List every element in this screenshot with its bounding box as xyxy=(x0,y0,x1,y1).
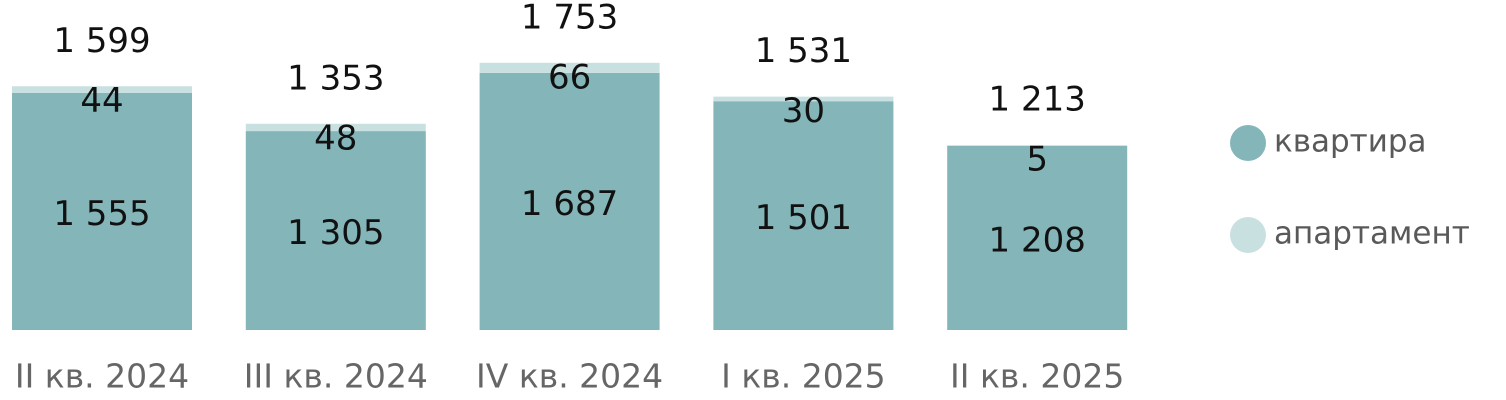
legend-label: апартамент xyxy=(1274,216,1470,252)
value-label: 48 xyxy=(314,118,357,158)
total-label: 1 213 xyxy=(989,80,1086,120)
value-label: 1 555 xyxy=(53,194,150,234)
total-label: 1 353 xyxy=(287,58,384,98)
total-label: 1 531 xyxy=(755,31,852,71)
value-label: 5 xyxy=(1026,140,1048,180)
total-label: 1 753 xyxy=(521,0,618,37)
bar-segment xyxy=(713,101,894,330)
bar-segment xyxy=(479,62,660,73)
value-label: 30 xyxy=(782,91,825,131)
value-label: 1 208 xyxy=(989,220,1086,260)
bar-segment xyxy=(947,145,1128,146)
bar-segment xyxy=(245,131,426,330)
value-label: 1 501 xyxy=(755,198,852,238)
value-label: 1 687 xyxy=(521,184,618,224)
total-label: 1 599 xyxy=(53,21,150,61)
bar-segment xyxy=(245,123,426,132)
value-label: 1 305 xyxy=(287,213,384,253)
legend-label: квартира xyxy=(1274,124,1427,160)
x-tick-label: II кв. 2024 xyxy=(15,357,189,396)
x-tick-label: I кв. 2025 xyxy=(721,357,886,396)
bar-segment xyxy=(12,86,192,93)
value-label: 66 xyxy=(548,57,591,97)
value-label: 44 xyxy=(80,81,123,121)
bar-segment xyxy=(12,92,192,330)
bar-segment xyxy=(479,72,660,330)
x-tick-label: III кв. 2024 xyxy=(244,357,428,396)
legend-marker xyxy=(1230,125,1266,161)
x-tick-label: II кв. 2025 xyxy=(950,357,1124,396)
legend-marker xyxy=(1230,217,1266,253)
bar-segment xyxy=(713,96,894,102)
x-tick-label: IV кв. 2024 xyxy=(476,357,663,396)
bar-segment xyxy=(947,145,1128,330)
